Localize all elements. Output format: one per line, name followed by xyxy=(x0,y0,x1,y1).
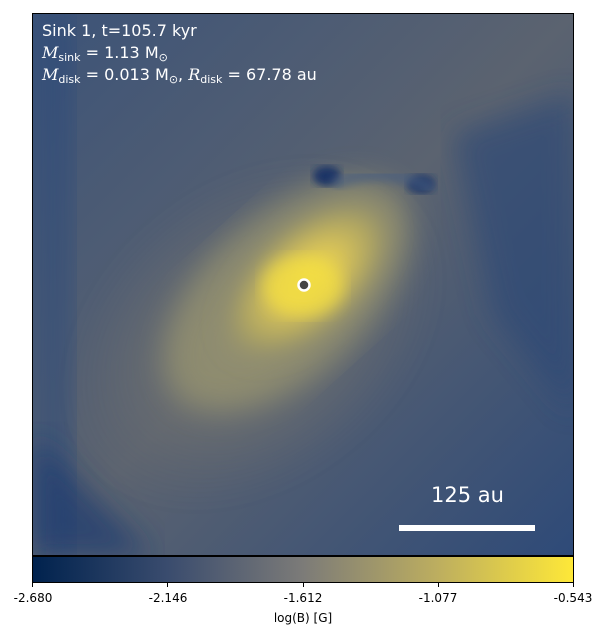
disk-radius-value: = 67.78 au xyxy=(222,65,317,84)
colorbar-tick-mark xyxy=(438,583,439,587)
disk-radius-subscript: disk xyxy=(200,73,223,86)
disk-mass-symbol: M xyxy=(42,65,59,84)
field-map-image xyxy=(33,14,573,555)
colorbar-tick-label: -0.543 xyxy=(553,591,593,605)
colorbar-tick-label: -2.146 xyxy=(148,591,188,605)
disk-radius-symbol: R xyxy=(188,65,201,84)
magnetic-field-map xyxy=(32,13,574,556)
sink-mass-unit-subscript: ⊙ xyxy=(158,51,168,64)
sink-mass-value: = 1.13 M xyxy=(80,43,159,62)
sink-mass-label: Msink = 1.13 M⊙ xyxy=(42,42,168,68)
sink-mass-symbol: M xyxy=(42,43,59,62)
scalebar xyxy=(399,525,535,531)
colorbar-tick-mark xyxy=(32,583,33,587)
colorbar-tick-label: -1.077 xyxy=(418,591,458,605)
disk-mass-value: = 0.013 M xyxy=(80,65,169,84)
sink-mass-subscript: sink xyxy=(58,51,81,64)
colorbar-tick-mark xyxy=(167,583,168,587)
disk-properties-label: Mdisk = 0.013 M⊙, Rdisk = 67.78 au xyxy=(42,64,317,90)
sink-marker xyxy=(297,278,311,292)
colorbar-tick-label: -1.612 xyxy=(283,591,323,605)
disk-separator: , xyxy=(178,65,189,84)
colorbar-tick-mark xyxy=(303,583,304,587)
colorbar-title: log(B) [G] xyxy=(273,611,333,625)
disk-mass-subscript: disk xyxy=(58,73,81,86)
colorbar-tick-mark xyxy=(573,583,574,587)
sink-title-text: Sink 1, t=105.7 kyr xyxy=(42,21,197,40)
sink-title: Sink 1, t=105.7 kyr xyxy=(42,20,197,41)
scalebar-label: 125 au xyxy=(431,483,504,507)
colorbar-tick-label: -2.680 xyxy=(13,591,53,605)
disk-mass-unit-subscript: ⊙ xyxy=(168,73,179,86)
colorbar xyxy=(32,556,574,583)
